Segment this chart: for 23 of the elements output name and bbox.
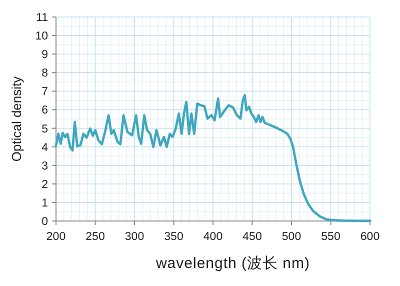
x-tick-label: 250 — [86, 231, 105, 243]
y-tick-label: 6 — [42, 104, 48, 117]
y-tick-label: 4 — [42, 142, 49, 154]
y-tick-label: 10 — [35, 30, 48, 43]
y-tick-label: 7 — [42, 86, 48, 98]
y-tick-label: 1 — [42, 197, 48, 210]
y-axis-title: Optical density — [9, 76, 24, 162]
y-tick-label: 11 — [36, 12, 48, 24]
y-tick-label: 3 — [42, 160, 48, 172]
x-tick-label: 450 — [242, 231, 262, 243]
y-tick-label: 2 — [42, 178, 48, 191]
x-tick-label: 200 — [46, 231, 66, 243]
x-tick-label: 500 — [282, 231, 302, 243]
y-tick-label: 8 — [42, 68, 48, 80]
y-tick-label: 9 — [42, 49, 48, 62]
x-tick-label: 300 — [124, 231, 144, 243]
x-tick-label: 550 — [321, 231, 340, 243]
x-axis-title: wavelength (波长 nm) — [154, 255, 310, 272]
x-tick-label: 350 — [164, 231, 184, 243]
x-tick-label: 600 — [360, 231, 380, 243]
y-tick-label: 0 — [42, 216, 48, 228]
y-tick-label: 5 — [42, 123, 48, 136]
x-tick-label: 400 — [203, 231, 223, 243]
